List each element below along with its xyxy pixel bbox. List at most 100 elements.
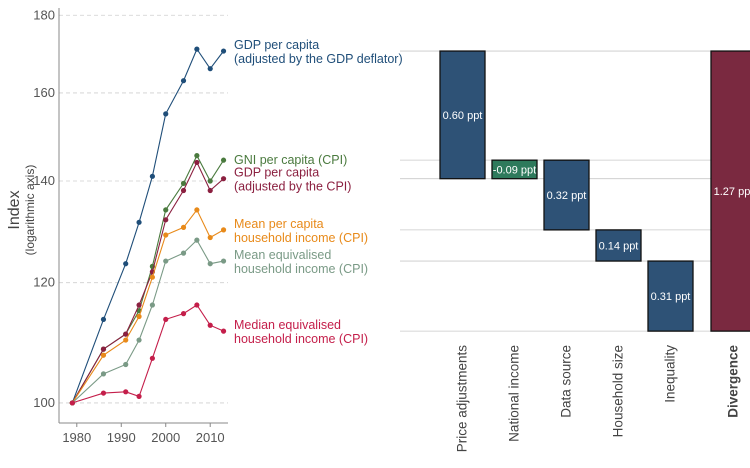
series-line xyxy=(72,304,224,404)
bar-value-label: 0.32 ppt xyxy=(547,190,587,202)
data-point xyxy=(207,234,213,241)
data-point xyxy=(136,219,142,225)
data-point xyxy=(180,78,187,84)
data-point xyxy=(180,250,187,256)
data-point xyxy=(100,390,107,396)
data-point xyxy=(194,46,200,52)
data-point xyxy=(163,217,169,223)
series-line xyxy=(71,47,225,404)
data-point xyxy=(207,261,213,267)
data-point xyxy=(194,207,200,213)
data-point xyxy=(180,311,187,317)
data-point xyxy=(123,331,129,337)
series-line xyxy=(71,161,224,404)
y-tick-label: 120 xyxy=(33,275,55,290)
data-point xyxy=(69,400,75,406)
bar-value-label: 0.60 ppt xyxy=(443,110,483,122)
data-point xyxy=(136,313,142,320)
category-label: Inequality xyxy=(663,345,678,403)
y-tick-label: 140 xyxy=(33,173,55,188)
category-label: Household size xyxy=(611,345,626,437)
waterfall-bar xyxy=(710,50,750,332)
data-point xyxy=(220,258,227,264)
data-point xyxy=(207,322,213,328)
data-point xyxy=(123,261,129,267)
line-chart-axes: 100 120 140 160 180 1980 1990 2000 2010 xyxy=(33,7,228,445)
category-label: Divergence xyxy=(726,345,741,418)
data-point xyxy=(180,187,187,194)
data-point xyxy=(149,302,155,308)
waterfall-bars: 0.60 ppt Price adjustments -0.09 ppt Nation… xyxy=(439,50,750,453)
gridlines xyxy=(59,14,228,404)
waterfall-bar xyxy=(439,50,486,180)
series-label-line2: household income (CPI) xyxy=(234,231,368,245)
series-label: GNI per capita (CPI) xyxy=(234,153,347,167)
data-point xyxy=(149,274,155,280)
bar-value-label: 1.27 ppt xyxy=(714,186,750,198)
series-label: GDP per capita xyxy=(234,166,319,180)
waterfall-bar xyxy=(647,260,694,332)
data-point xyxy=(194,159,200,166)
waterfall-bar xyxy=(595,229,642,262)
data-point xyxy=(194,153,200,159)
data-point xyxy=(180,224,187,230)
series-label: Median equivalised xyxy=(234,318,341,332)
x-tick-label: 1990 xyxy=(107,430,136,445)
data-point xyxy=(123,389,129,395)
data-point xyxy=(220,176,227,182)
line-series: GDP per capita(adjusted by the GDP defla… xyxy=(69,38,403,406)
x-tick-label: 2010 xyxy=(196,430,225,445)
y-tick-label: 100 xyxy=(33,395,55,410)
data-point xyxy=(100,346,107,352)
y-tick-label: 160 xyxy=(33,85,55,100)
data-point xyxy=(100,371,107,377)
data-point xyxy=(136,337,142,343)
data-point xyxy=(149,173,155,179)
series-line xyxy=(71,208,224,404)
waterfall-bar xyxy=(543,159,590,231)
data-point xyxy=(136,302,142,308)
category-label: Data source xyxy=(559,345,574,418)
bar-value-label: 0.31 ppt xyxy=(651,291,691,303)
series-label: Mean per capita xyxy=(234,217,324,231)
data-point xyxy=(100,316,107,323)
data-point xyxy=(123,337,129,343)
waterfall-bar xyxy=(491,159,538,180)
data-point xyxy=(163,232,169,238)
data-point xyxy=(194,302,200,308)
series-label-line2: household income (CPI) xyxy=(234,332,368,346)
series-label-line2: (adjusted by the CPI) xyxy=(234,180,351,194)
data-point xyxy=(220,227,227,233)
x-tick-label: 1980 xyxy=(62,430,91,445)
y-axis-label: Index xyxy=(6,190,23,229)
y-axis-label-note: (logarithmic axis) xyxy=(23,165,37,256)
data-point xyxy=(207,187,213,194)
category-label: Price adjustments xyxy=(455,345,470,453)
series-label-line2: household income (CPI) xyxy=(234,262,368,276)
x-tick-label: 2000 xyxy=(151,430,180,445)
data-point xyxy=(207,178,213,184)
data-point xyxy=(149,355,155,361)
data-point xyxy=(220,157,227,163)
data-point xyxy=(180,180,187,186)
series-label: Mean equivalised xyxy=(234,248,331,262)
data-point xyxy=(100,352,107,358)
data-point xyxy=(207,66,213,72)
y-tick-label: 180 xyxy=(33,7,55,22)
bar-value-label: 0.14 ppt xyxy=(599,240,639,252)
data-point xyxy=(220,328,227,334)
data-point xyxy=(163,111,169,117)
bar-value-label: -0.09 ppt xyxy=(493,164,536,176)
series-label-line2: (adjusted by the GDP deflator) xyxy=(234,52,403,66)
series-label: GDP per capita xyxy=(234,38,319,52)
data-point xyxy=(136,393,142,399)
data-point xyxy=(163,258,169,264)
data-point xyxy=(220,48,227,54)
data-point xyxy=(194,237,200,243)
data-point xyxy=(123,361,129,368)
data-point xyxy=(163,207,169,213)
category-label: National income xyxy=(507,345,522,442)
series-line xyxy=(71,239,224,404)
data-point xyxy=(163,316,169,323)
